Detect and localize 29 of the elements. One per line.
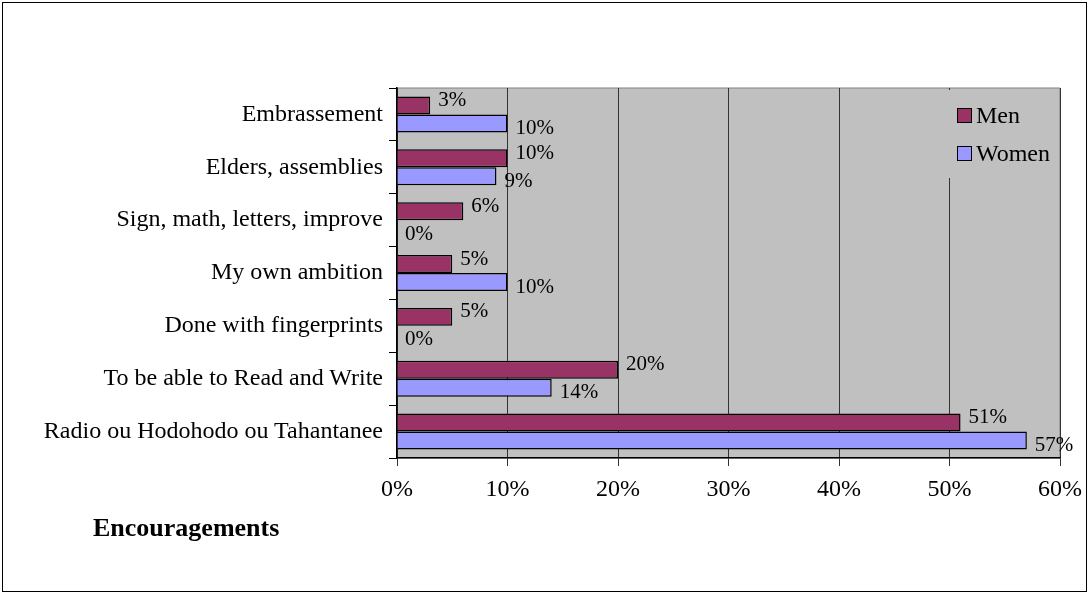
legend-label: Men: [975, 101, 1020, 130]
x-tick-label: 40%: [817, 474, 861, 501]
legend-label: Women: [975, 139, 1051, 168]
data-label: 0%: [405, 220, 433, 245]
data-label: 10%: [515, 139, 554, 164]
data-label: 5%: [460, 245, 489, 270]
text: Encouragements: [93, 513, 280, 543]
data-label: 10%: [515, 273, 554, 298]
data-label: 14%: [559, 379, 599, 404]
x-tick-label: 30%: [706, 474, 751, 501]
x-tick-label: 20%: [596, 474, 640, 501]
data-label: 51%: [968, 404, 1008, 429]
y-tick-label: To be able to Read and Write: [103, 364, 383, 391]
data-label: 10%: [515, 114, 554, 139]
data-label: 6%: [471, 192, 500, 217]
y-tick-label: Elders, assemblies: [205, 152, 383, 179]
x-tick-label: 0%: [381, 474, 413, 501]
x-tick-label: 60%: [1038, 474, 1082, 501]
data-label: 20%: [626, 351, 665, 376]
y-tick-label: Embrassement: [241, 99, 384, 126]
y-tick-label: Radio ou Hodohodo ou Tahantanee: [43, 416, 383, 443]
y-tick-label: My own ambition: [211, 258, 383, 285]
x-tick-label: 10%: [485, 474, 530, 501]
data-label: 3%: [438, 86, 467, 111]
data-label: 5%: [460, 298, 489, 323]
x-tick-label: 50%: [927, 474, 972, 501]
y-tick-label: Done with fingerprints: [164, 311, 383, 338]
data-label: 0%: [405, 326, 433, 351]
y-tick-label: Sign, math, letters, improve: [116, 205, 383, 232]
